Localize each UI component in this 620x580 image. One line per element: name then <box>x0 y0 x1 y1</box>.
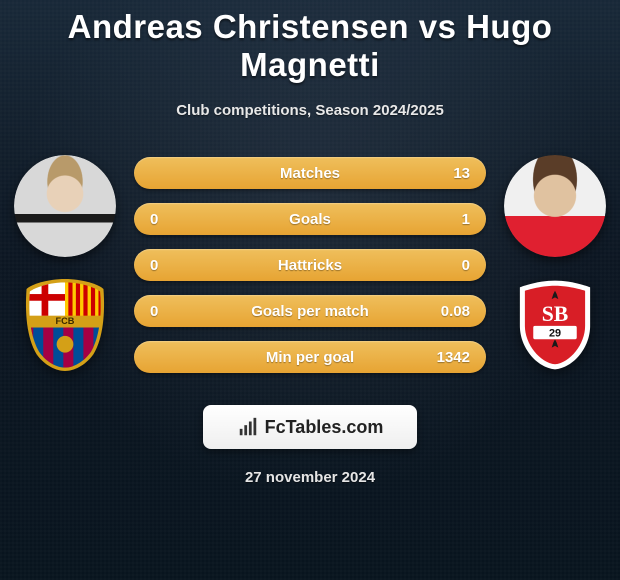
stat-left-value: 0 <box>150 303 204 320</box>
brand-link[interactable]: FcTables.com <box>203 405 417 449</box>
chart-icon <box>237 416 259 438</box>
stat-label: Min per goal <box>204 349 416 366</box>
stat-right-value: 13 <box>416 165 470 182</box>
date-label: 27 november 2024 <box>0 469 620 486</box>
svg-text:FCB: FCB <box>56 316 75 326</box>
comparison-panel: FCB Matches 13 0 Goals 1 0 Hattr <box>0 155 620 387</box>
stat-right-value: 0.08 <box>416 303 470 320</box>
stat-right-value: 1342 <box>416 349 470 366</box>
stat-label: Goals per match <box>204 303 416 320</box>
stat-row-min-per-goal: Min per goal 1342 <box>134 341 486 373</box>
player-left-avatar <box>14 155 116 257</box>
stats-list: Matches 13 0 Goals 1 0 Hattricks 0 0 Goa… <box>120 155 500 387</box>
stat-label: Goals <box>204 211 416 228</box>
stat-row-goals: 0 Goals 1 <box>134 203 486 235</box>
club-right-badge: SB 29 <box>509 279 601 371</box>
subtitle-season: Club competitions, Season 2024/2025 <box>0 102 620 119</box>
stat-row-hattricks: 0 Hattricks 0 <box>134 249 486 281</box>
stat-left-value: 0 <box>150 257 204 274</box>
stat-row-matches: Matches 13 <box>134 157 486 189</box>
player-right-avatar <box>504 155 606 257</box>
stat-right-value: 1 <box>416 211 470 228</box>
club-left-badge: FCB <box>19 279 111 371</box>
stat-left-value: 0 <box>150 211 204 228</box>
stat-row-goals-per-match: 0 Goals per match 0.08 <box>134 295 486 327</box>
player-right-column: SB 29 <box>500 155 610 371</box>
brand-text: FcTables.com <box>265 417 384 438</box>
stat-label: Matches <box>204 165 416 182</box>
page-title: Andreas Christensen vs Hugo Magnetti <box>0 0 620 84</box>
stat-label: Hattricks <box>204 257 416 274</box>
svg-text:29: 29 <box>549 328 561 340</box>
svg-text:SB: SB <box>542 302 569 326</box>
player-left-column: FCB <box>10 155 120 371</box>
stat-right-value: 0 <box>416 257 470 274</box>
